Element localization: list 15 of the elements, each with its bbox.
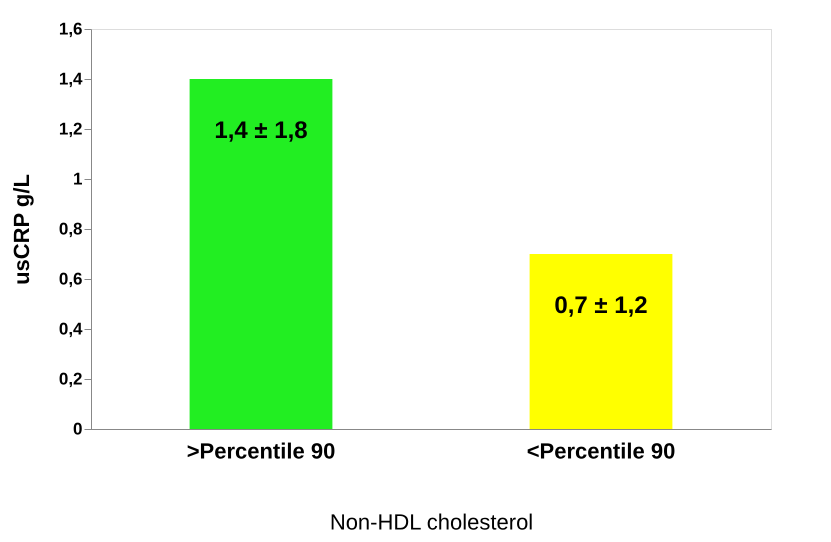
data-label: 0,7 ± 1,2: [554, 292, 648, 319]
x-axis-title: Non-HDL cholesterol: [330, 510, 534, 534]
data-label: 1,4 ± 1,8: [214, 117, 308, 144]
y-axis-title: usCRP g/L: [8, 174, 34, 285]
y-tick-label: 1,2: [58, 120, 82, 138]
y-tick-label: 0,2: [58, 370, 82, 388]
y-tick-label: 1,4: [58, 70, 84, 88]
x-tick-label: <Percentile 90: [526, 438, 676, 464]
x-tick-label: >Percentile 90: [186, 438, 336, 464]
y-tick-label: 0,6: [58, 270, 82, 288]
y-tick-label: 1: [73, 170, 82, 188]
y-tick-label: 1,6: [58, 20, 82, 38]
y-tick-label: 0,4: [58, 320, 84, 338]
y-tick-label: 0,8: [58, 220, 82, 238]
y-tick-label: 0: [73, 420, 82, 438]
